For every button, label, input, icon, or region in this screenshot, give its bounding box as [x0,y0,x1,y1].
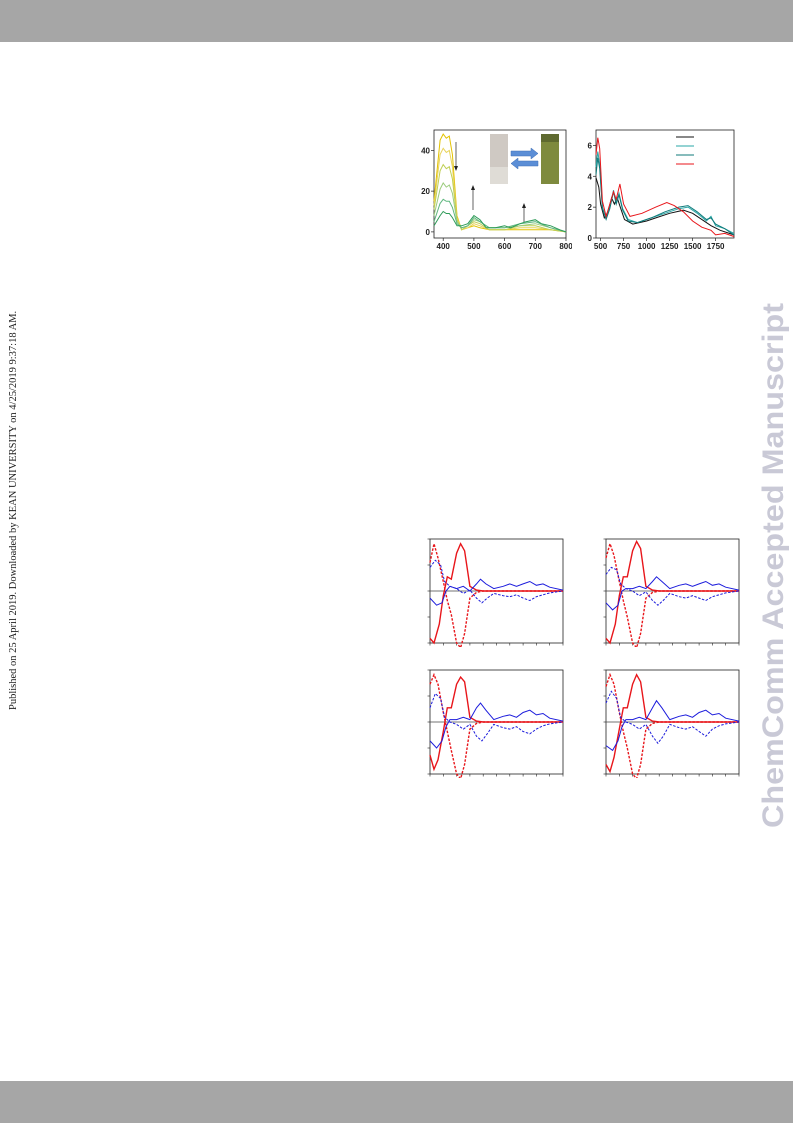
x-tick-label: 1000 [638,242,656,250]
x-tick-label: 600 [498,242,512,250]
watermark-svg: ChemComm Accepted Manuscript [757,303,790,828]
decrease-arrow-head [454,166,458,171]
figure-cd-panel-4 [594,666,744,778]
series-line-4 [595,137,735,237]
series-line-2 [429,672,563,778]
series-line-1 [605,673,739,774]
forward-arrow-icon [510,147,539,160]
publication-side-note: Published on 25 April 2019. Downloaded b… [5,270,19,710]
x-tick-label: 1250 [661,242,679,250]
cuvette-photos [490,134,559,184]
increase-arrow-1-head [471,185,475,190]
absorption-chart: 400 500 600 700 800 0 20 40 [421,129,572,250]
x-tick-label: 1750 [707,242,725,250]
series-line-2 [605,672,739,778]
figure-cd-panel-2 [594,535,744,647]
backward-arrow-icon [510,157,539,170]
cuvette-green [541,134,559,184]
y-tick-label: 2 [588,203,593,212]
series-line-1 [429,542,563,645]
series-line-5 [433,198,567,233]
cd-chart-2 [603,538,740,647]
y-tick-label: 6 [588,141,593,150]
figure-cd-panel-1 [418,535,568,647]
plot-frame [595,129,735,239]
cd-chart-4 [603,669,740,778]
series-line-1 [605,539,739,645]
plot-frame [433,129,567,239]
series-line-3 [429,578,564,606]
y-tick-label: 20 [421,187,430,196]
nir-chart: 500 750 1000 1250 1500 1750 0 2 4 6 [588,129,735,250]
cd-chart-3 [427,669,564,778]
y-tick-label: 4 [588,172,593,181]
series-line-6 [433,210,567,233]
figure-cd-panel-3 [418,666,568,778]
y-tick-label: 0 [426,228,431,237]
series-line-1 [595,177,735,236]
side-note-text: Published on 25 April 2019. Downloaded b… [8,311,19,710]
x-tick-label: 700 [529,242,543,250]
figure-absorption-spectra: 400 500 600 700 800 0 20 40 [412,125,572,250]
series-line-3 [605,576,740,611]
y-tick-label: 40 [421,146,430,155]
accepted-manuscript-watermark: ChemComm Accepted Manuscript [750,300,790,830]
figure-nir-spectra: 500 750 1000 1250 1500 1750 0 2 4 6 [580,125,740,250]
series-line-4 [429,559,564,604]
series-line-1 [429,675,563,772]
x-tick-label: 1500 [684,242,702,250]
series-line-4 [429,692,564,742]
bottom-footer-band [0,1081,793,1123]
cuvette-green-top [541,134,559,142]
series-line-4 [605,690,740,745]
series-line-2 [605,541,739,647]
x-tick-label: 500 [594,242,608,250]
series-line-3 [429,702,564,749]
series-line-3 [605,699,740,752]
series-line-2 [429,543,563,647]
x-tick-label: 750 [617,242,631,250]
watermark-text: ChemComm Accepted Manuscript [757,303,790,828]
series-line-4 [605,566,740,606]
x-tick-label: 800 [559,242,572,250]
change-arrows [454,142,526,222]
cuvette-colorless-liquid [490,167,508,184]
x-tick-label: 500 [467,242,481,250]
cd-chart-1 [427,538,564,647]
top-header-band [0,0,793,42]
side-note-svg: Published on 25 April 2019. Downloaded b… [8,311,19,710]
legend [676,136,694,165]
series-line-3 [595,157,735,236]
increase-arrow-2-head [522,203,526,208]
series-line-2 [433,147,567,233]
x-tick-label: 400 [437,242,451,250]
y-tick-label: 0 [588,234,593,243]
